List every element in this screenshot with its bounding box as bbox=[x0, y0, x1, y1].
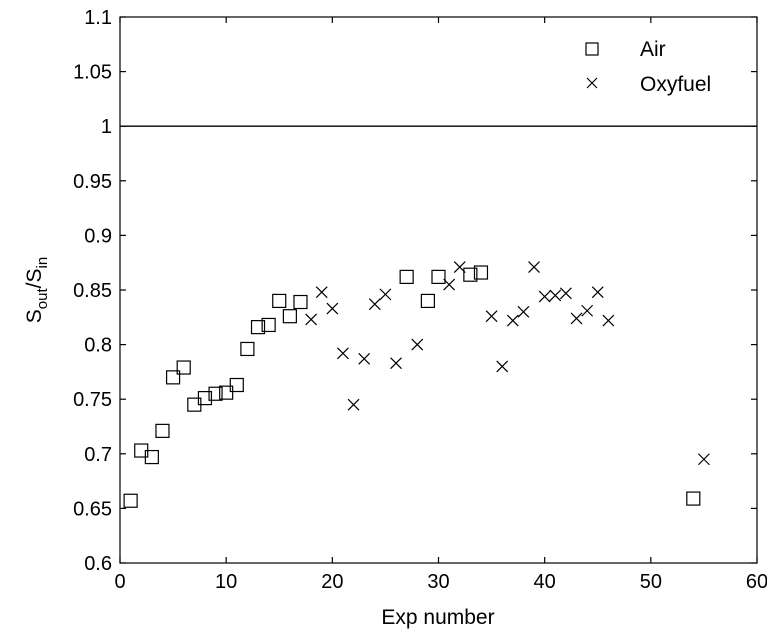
y-axis-label-main: S bbox=[23, 309, 46, 323]
point-air bbox=[176, 360, 191, 375]
point-oxyfuel bbox=[443, 278, 456, 291]
legend-label-air: Air bbox=[640, 38, 666, 61]
y-axis-label-sub-in: in bbox=[34, 257, 51, 269]
point-air bbox=[165, 370, 181, 385]
point-oxyfuel bbox=[485, 310, 498, 323]
point-oxyfuel bbox=[390, 357, 402, 370]
x-tick-label: 50 bbox=[640, 571, 662, 593]
point-air bbox=[282, 309, 297, 324]
point-oxyfuel bbox=[379, 288, 392, 301]
point-air bbox=[219, 385, 234, 400]
y-tick-label: 0.95 bbox=[73, 171, 112, 193]
point-oxyfuel bbox=[570, 312, 583, 325]
point-oxyfuel bbox=[411, 338, 424, 351]
point-air bbox=[463, 267, 478, 282]
point-oxyfuel bbox=[305, 313, 318, 326]
point-oxyfuel bbox=[453, 261, 466, 273]
point-air bbox=[229, 377, 244, 393]
point-oxyfuel bbox=[347, 398, 360, 411]
point-oxyfuel bbox=[697, 453, 710, 466]
point-air bbox=[250, 320, 266, 335]
y-tick-label: 0.75 bbox=[73, 389, 112, 411]
x-tick-label: 20 bbox=[321, 571, 343, 593]
point-air bbox=[240, 341, 255, 357]
point-air bbox=[208, 386, 223, 401]
y-tick-label: 0.6 bbox=[84, 553, 112, 575]
point-oxyfuel bbox=[581, 304, 594, 317]
point-air bbox=[473, 265, 489, 280]
point-oxyfuel bbox=[517, 305, 530, 318]
point-air bbox=[686, 491, 701, 506]
point-oxyfuel bbox=[368, 298, 381, 311]
x-tick-label: 0 bbox=[114, 571, 125, 593]
y-tick-label: 0.65 bbox=[73, 498, 112, 520]
point-oxyfuel bbox=[591, 286, 604, 299]
y-tick-label: 0.85 bbox=[73, 280, 112, 302]
y-tick-label: 1.1 bbox=[84, 7, 112, 29]
legend: Air Oxyfuel bbox=[585, 38, 711, 96]
y-axis-label: Sout/Sin bbox=[23, 257, 51, 323]
point-air bbox=[293, 294, 308, 310]
x-tick-label: 10 bbox=[215, 571, 237, 593]
y-tick-label: 0.7 bbox=[84, 444, 112, 466]
y-tick-label: 0.8 bbox=[84, 335, 112, 357]
point-air bbox=[155, 423, 170, 438]
point-air bbox=[144, 449, 159, 465]
point-oxyfuel bbox=[602, 314, 615, 327]
y-axis-label-sub-out: out bbox=[34, 288, 51, 310]
point-oxyfuel bbox=[315, 286, 328, 299]
point-air bbox=[420, 293, 435, 309]
legend-marker-air bbox=[585, 42, 599, 56]
point-oxyfuel bbox=[528, 261, 540, 273]
point-oxyfuel bbox=[538, 290, 551, 303]
y-tick-label: 1.05 bbox=[73, 62, 112, 84]
x-axis-label: Exp number bbox=[381, 606, 494, 629]
point-oxyfuel bbox=[506, 314, 519, 327]
point-oxyfuel bbox=[326, 302, 339, 315]
point-air bbox=[399, 269, 414, 284]
legend-label-oxyfuel: Oxyfuel bbox=[640, 73, 711, 96]
point-oxyfuel bbox=[496, 360, 509, 373]
point-air bbox=[261, 317, 276, 333]
point-oxyfuel bbox=[549, 289, 562, 302]
point-air bbox=[272, 293, 287, 309]
x-tick-label: 60 bbox=[746, 571, 767, 593]
point-oxyfuel bbox=[358, 352, 371, 365]
y-tick-label: 1 bbox=[101, 116, 112, 138]
legend-marker-oxyfuel bbox=[586, 77, 598, 89]
point-air bbox=[197, 391, 213, 406]
plot-area bbox=[119, 16, 758, 564]
x-tick-label: 40 bbox=[534, 571, 556, 593]
y-axis-label-sep: /S bbox=[23, 268, 46, 288]
y-axis: 0.6 0.65 0.7 0.75 0.8 0.85 0.9 0.95 1 1.05 1.1 bbox=[73, 7, 757, 575]
point-oxyfuel bbox=[559, 287, 572, 300]
point-air bbox=[123, 493, 138, 508]
point-oxyfuel bbox=[337, 347, 349, 360]
point-air bbox=[431, 269, 446, 284]
x-axis: 0 10 20 30 40 50 60 bbox=[114, 17, 767, 593]
y-tick-label: 0.9 bbox=[84, 225, 112, 247]
data-points bbox=[123, 261, 710, 508]
x-tick-label: 30 bbox=[427, 571, 449, 593]
